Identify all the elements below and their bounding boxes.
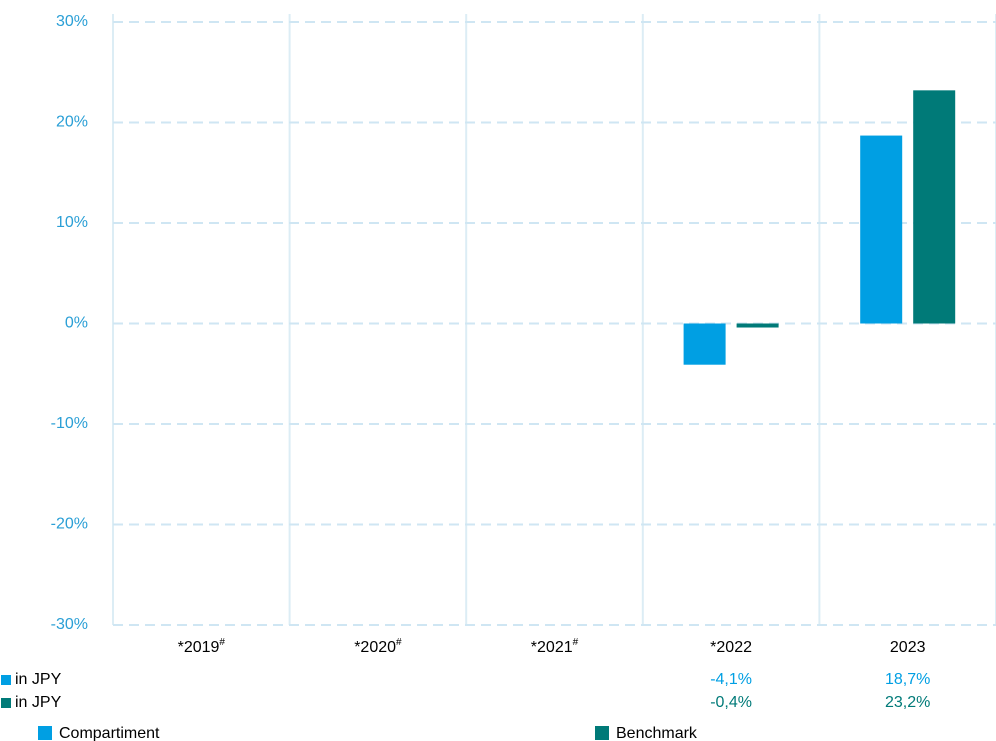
- footnote-mark: #: [396, 637, 402, 648]
- y-tick-label: 0%: [65, 315, 88, 332]
- value-label: 23,2%: [885, 694, 930, 711]
- bar: [913, 90, 956, 324]
- x-tick-label: *2020#: [354, 637, 402, 657]
- value-label: -4,1%: [710, 671, 752, 688]
- bar: [736, 323, 779, 328]
- footnote-mark: #: [573, 637, 579, 648]
- category: *2020: [354, 639, 396, 656]
- y-tick-label: 20%: [56, 114, 88, 131]
- category: 2023: [890, 639, 926, 656]
- legend-label: Compartiment: [59, 725, 160, 741]
- legend-swatch: [595, 726, 609, 740]
- row-swatch: [1, 675, 11, 685]
- x-tick-label: *2021#: [531, 637, 579, 657]
- legend-label: Benchmark: [616, 725, 698, 741]
- legend-swatch: [38, 726, 52, 740]
- x-tick-label: *2019#: [178, 637, 226, 657]
- y-tick-label: -20%: [51, 516, 88, 533]
- x-tick-label: 2023: [890, 639, 926, 656]
- y-tick-label: -10%: [51, 415, 88, 432]
- category: *2019: [178, 639, 220, 656]
- y-tick-label: -30%: [51, 616, 88, 633]
- row-swatch: [1, 698, 11, 708]
- x-tick-label: *2022: [710, 639, 752, 656]
- y-tick-label: 10%: [56, 214, 88, 231]
- value-label: -0,4%: [710, 694, 752, 711]
- category: *2022: [710, 639, 752, 656]
- footnote-mark: #: [219, 637, 225, 648]
- row-label: in JPY: [15, 671, 62, 688]
- bar: [683, 323, 726, 365]
- y-tick-label: 30%: [56, 13, 88, 30]
- category: *2021: [531, 639, 573, 656]
- value-label: 18,7%: [885, 671, 930, 688]
- bar: [860, 135, 903, 324]
- row-label: in JPY: [15, 694, 62, 711]
